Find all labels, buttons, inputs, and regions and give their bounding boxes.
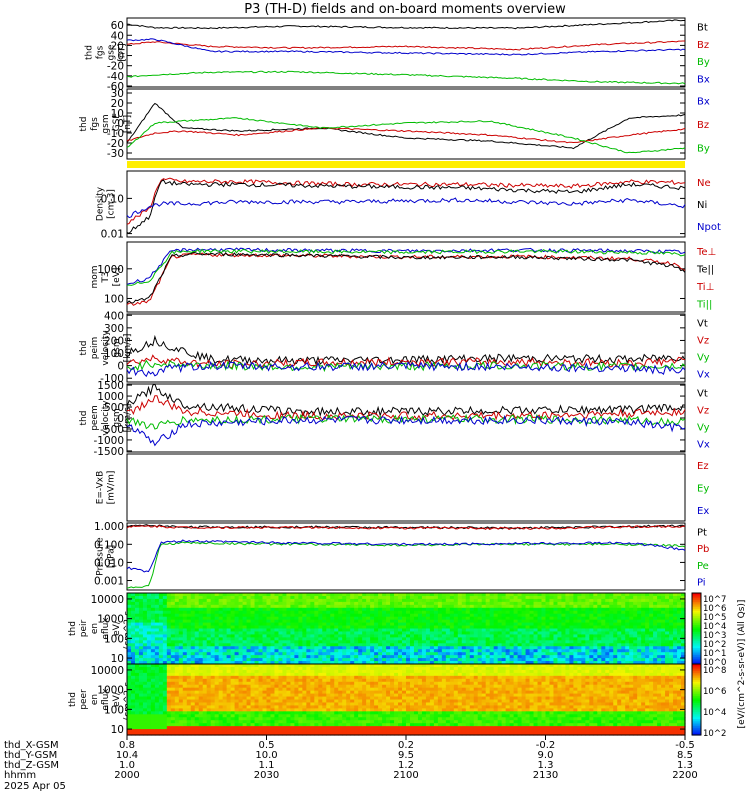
right-label-peim_velocity-3: Vx bbox=[697, 370, 710, 381]
right-label-pressure-0: Pt bbox=[697, 527, 707, 538]
ytick-label-temperature: 1000 bbox=[97, 264, 124, 276]
ytick-label-pressure: 0.100 bbox=[94, 539, 124, 551]
series-fgs_gse-Bt bbox=[127, 20, 685, 29]
ytick-label-peir_spec: 1000 bbox=[97, 614, 124, 626]
series-peem_velocity-Vx bbox=[127, 416, 685, 445]
ytick-label-fgs_gsm: -30 bbox=[107, 148, 124, 160]
right-label-peem_velocity-2: Vy bbox=[697, 423, 710, 434]
right-label-peem_velocity-0: Vt bbox=[697, 389, 708, 400]
series-fgs_gse-Bx bbox=[127, 39, 685, 55]
frame-efield bbox=[127, 454, 685, 521]
frame-fgs_gsm bbox=[127, 89, 685, 159]
ytick-label-peim_velocity: 400 bbox=[104, 310, 124, 322]
right-label-temperature-2: Ti⊥ bbox=[696, 282, 714, 293]
right-label-efield-0: Ez bbox=[697, 461, 709, 472]
right-label-temperature-0: Te⊥ bbox=[696, 247, 716, 258]
ylabel-peer_spec-0: thd bbox=[68, 692, 78, 707]
ylabel-fgs_gse-0: thd bbox=[85, 45, 95, 60]
series-peem_velocity-Vy bbox=[127, 415, 685, 429]
ytick-label-pressure: 0.001 bbox=[94, 576, 124, 588]
right-label-peim_velocity-1: Vz bbox=[697, 336, 709, 347]
ylabel-peir_spec-0: thd bbox=[68, 621, 78, 636]
right-label-fgs_gse-2: By bbox=[697, 57, 710, 68]
right-label-pressure-3: Pi bbox=[697, 578, 706, 589]
series-peem_velocity-Vt bbox=[127, 384, 685, 415]
ytick-label-peir_spec: 100 bbox=[104, 633, 124, 645]
right-label-peem_velocity-1: Vz bbox=[697, 406, 709, 417]
ytick-label-temperature: 100 bbox=[104, 293, 124, 305]
panel-efield: E=-VxB[mV/m] Ez Ey Ex bbox=[96, 454, 710, 521]
right-label-fgs_gsm-0: Bx bbox=[697, 97, 710, 108]
spectrogram-peir_spec bbox=[127, 593, 686, 665]
frame-peim_velocity bbox=[127, 314, 685, 382]
panel-peer_spec: thdpeerenefluxeV/(cm^2-s-sr-eV)100001000… bbox=[68, 664, 686, 736]
series-pressure-Pe bbox=[127, 542, 685, 588]
ylabel-fgs_gse-1: fgs bbox=[96, 45, 106, 59]
spectrogram-peer_spec bbox=[127, 664, 686, 736]
frame-pressure bbox=[127, 523, 685, 590]
ylabel-peim_velocity-0: thd bbox=[79, 341, 89, 356]
ytick-label-peim_velocity: 100 bbox=[104, 348, 124, 360]
series-fgs_gse-By bbox=[127, 71, 685, 84]
right-label-fgs_gse-3: Bx bbox=[697, 74, 710, 85]
right-label-fgs_gsm-2: By bbox=[697, 143, 710, 154]
ylabel-efield-1: [mV/m] bbox=[107, 471, 117, 505]
right-label-fgs_gsm-1: Bz bbox=[697, 120, 709, 131]
ytick-label-peir_spec: 10000 bbox=[91, 594, 124, 606]
right-label-peim_velocity-0: Vt bbox=[697, 319, 708, 330]
panel-peir_spec: thdpeirenefluxeV/(cm^2-s-sr-eV)100001000… bbox=[68, 593, 686, 665]
ytick-label-peem_velocity: -1500 bbox=[93, 446, 124, 458]
panel-pressure: Pressure[nPa]1.0000.1000.0100.001PtPbPeP… bbox=[94, 521, 709, 590]
right-label-pressure-2: Pe bbox=[697, 561, 709, 572]
series-temperature-Te|| bbox=[127, 252, 685, 303]
right-label-peem_velocity-3: Vx bbox=[697, 440, 710, 451]
ylabel-peem_velocity-0: thd bbox=[79, 411, 89, 426]
series-density-Ni bbox=[127, 180, 685, 233]
ylabel-peim_velocity-1: peim bbox=[90, 337, 100, 360]
ytick-label-density: 0.10 bbox=[101, 193, 124, 205]
series-fgs_gsm-Bx bbox=[127, 104, 685, 149]
right-label-peim_velocity-2: Vy bbox=[697, 353, 710, 364]
ylabel-efield-0: E=-VxB bbox=[96, 471, 106, 505]
ylabel-fgs_gsm-1: fgs bbox=[90, 117, 100, 131]
ytick-label-density: 0.01 bbox=[101, 229, 124, 241]
ytick-label-pressure: 0.010 bbox=[94, 557, 124, 569]
ylabel-fgs_gsm-0: thd bbox=[79, 117, 89, 132]
right-label-temperature-3: Ti|| bbox=[696, 299, 712, 310]
right-label-efield-2: Ex bbox=[697, 506, 709, 517]
series-fgs_gsm-By bbox=[127, 118, 685, 153]
ytick-label-peim_velocity: 300 bbox=[104, 323, 124, 335]
ylabel-fgs_gsm-4: [nT] bbox=[123, 115, 133, 133]
ylabel-peem_velocity-1: peem bbox=[90, 405, 100, 431]
right-label-pressure-1: Pb bbox=[697, 544, 709, 555]
right-label-density-2: Npot bbox=[697, 222, 721, 233]
right-label-density-1: Ni bbox=[697, 200, 707, 211]
ytick-label-peim_velocity: 200 bbox=[104, 335, 124, 347]
right-label-fgs_gse-0: Bt bbox=[697, 23, 708, 34]
ytick-label-pressure: 1.000 bbox=[94, 521, 124, 533]
ylabel-peer_spec-1: peer bbox=[79, 689, 89, 710]
ytick-label-peim_velocity: 0 bbox=[117, 361, 124, 373]
ylabel-peir_spec-1: peir bbox=[79, 619, 89, 637]
right-label-temperature-1: Te|| bbox=[696, 264, 714, 275]
right-label-efield-1: Ey bbox=[697, 484, 709, 495]
series-fgs_gse-Bz bbox=[127, 41, 685, 50]
chart-title: P3 (TH-D) fields and on-board moments ov… bbox=[244, 2, 566, 17]
right-label-fgs_gse-1: Bz bbox=[697, 40, 709, 51]
ytick-label-peir_spec: 10 bbox=[111, 653, 124, 665]
series-density-Npot bbox=[127, 198, 685, 218]
right-label-density-0: Ne bbox=[697, 178, 711, 189]
